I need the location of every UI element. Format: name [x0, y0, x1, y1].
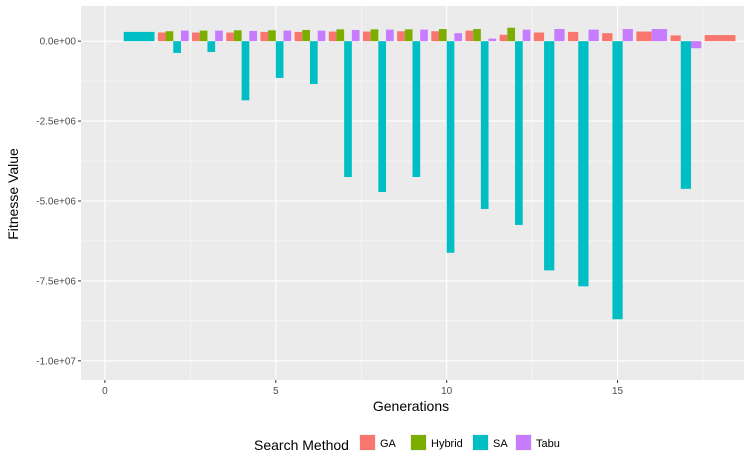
legend-swatch-tabu [516, 435, 531, 450]
bar-ga-14 [567, 31, 579, 42]
legend-label-hybrid: Hybrid [431, 438, 463, 450]
bar-tabu-15 [622, 29, 633, 42]
x-tick-label-1: 5 [273, 386, 279, 397]
bar-hybrid-5 [268, 30, 276, 42]
y-tick-label-0: 0.0e+00 [40, 37, 77, 48]
x-tick-label-2: 10 [441, 386, 453, 397]
y-tick-label-3: -7.5e+06 [36, 276, 76, 287]
bar-tabu-9 [420, 29, 428, 42]
bar-tabu-4 [249, 30, 258, 42]
y-tick-label-1: -2.5e+06 [36, 117, 76, 128]
bar-sa-11 [480, 41, 489, 209]
y-axis: 0.0e+00 -2.5e+06 -5.0e+06 -7.5e+06 -1.0e+07 [36, 37, 81, 367]
bar-sa-17 [680, 41, 692, 189]
bar-tabu-2 [180, 30, 189, 42]
bar-ga-7 [328, 31, 337, 42]
legend-swatch-hybrid [411, 435, 426, 450]
bar-ga-13 [533, 32, 545, 42]
bar-tabu-17 [691, 41, 702, 49]
bar-ga-5 [260, 31, 269, 42]
bar-sa-2 [173, 41, 181, 53]
bar-tabu-8 [386, 29, 394, 42]
bar-sa-10 [446, 41, 455, 253]
bar-sa-3 [207, 41, 216, 53]
bar-hybrid-11 [473, 29, 481, 42]
bar-ga-17 [670, 35, 681, 42]
bar-ga-16 [636, 31, 652, 42]
bar-ga-8 [362, 31, 371, 42]
bar-tabu-10 [454, 33, 463, 42]
bar-sa-5 [275, 41, 284, 78]
bar-tabu-7 [351, 29, 360, 42]
bar-tabu-11 [488, 38, 497, 42]
bar-ga-18 [704, 35, 736, 42]
bar-hybrid-9 [404, 29, 413, 42]
x-tick-label-0: 0 [102, 386, 108, 397]
bar-sa-8 [378, 41, 387, 193]
bar-tabu-3 [215, 30, 223, 42]
bar-ga-3 [192, 32, 200, 42]
bar-hybrid-12 [507, 27, 516, 42]
bar-sa-4 [241, 41, 250, 101]
bar-hybrid-6 [302, 29, 310, 42]
bar-ga-12 [499, 34, 508, 42]
bar-tabu-5 [283, 30, 292, 42]
bar-sa-12 [515, 41, 523, 225]
bars [123, 27, 736, 320]
bar-ga-4 [226, 32, 234, 42]
bar-tabu-6 [317, 30, 326, 42]
legend-swatch-sa [473, 435, 488, 450]
bar-sa-15 [612, 41, 623, 320]
legend-label-ga: GA [380, 438, 397, 450]
legend-title: Search Method [254, 437, 349, 453]
bar-hybrid-3 [199, 30, 208, 42]
legend-swatch-ga [360, 435, 375, 450]
y-axis-title: Fitnesse Value [5, 148, 21, 240]
bar-ga-9 [397, 31, 405, 42]
bar-ga-2 [157, 32, 166, 42]
bar-ga-10 [431, 31, 439, 42]
bar-tabu-13 [554, 29, 565, 42]
bar-hybrid-2 [165, 31, 174, 42]
bar-sa-13 [544, 41, 555, 271]
x-tick-label-3: 15 [612, 386, 624, 397]
x-axis: 0 5 10 15 [102, 380, 624, 397]
bar-tabu-14 [588, 29, 599, 42]
bar-sa-7 [344, 41, 352, 178]
bar-hybrid-4 [233, 30, 242, 42]
y-tick-label-4: -1.0e+07 [36, 356, 76, 367]
y-tick-label-2: -5.0e+06 [36, 196, 76, 207]
bar-hybrid-8 [370, 29, 379, 42]
bar-hybrid-7 [336, 29, 345, 42]
bar-hybrid-10 [438, 29, 447, 42]
bar-ga-11 [465, 30, 474, 42]
bar-sa-6 [309, 41, 318, 84]
bar-ga-15 [602, 33, 613, 42]
bar-sa-9 [412, 41, 421, 178]
legend-label-sa: SA [493, 438, 508, 450]
bar-tabu-16 [651, 29, 668, 42]
bar-sa-1 [123, 31, 155, 42]
bar-tabu-12 [522, 29, 531, 42]
legend: Search Method GA Hybrid SA Tabu [254, 434, 560, 453]
x-axis-title: Generations [373, 398, 449, 414]
legend-label-tabu: Tabu [536, 438, 560, 450]
bar-sa-14 [578, 41, 589, 287]
bar-ga-6 [294, 31, 303, 42]
